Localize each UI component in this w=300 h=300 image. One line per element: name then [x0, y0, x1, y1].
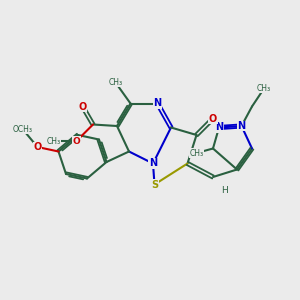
- Text: H: H: [222, 186, 228, 195]
- Text: O: O: [33, 142, 42, 152]
- Text: N: N: [237, 121, 246, 131]
- Text: CH₃: CH₃: [189, 148, 204, 158]
- Text: CH₃: CH₃: [47, 136, 61, 146]
- Text: N: N: [215, 122, 223, 133]
- Text: O: O: [73, 136, 80, 146]
- Text: CH₃: CH₃: [108, 78, 123, 87]
- Text: O: O: [78, 101, 87, 112]
- Text: S: S: [151, 179, 158, 190]
- Text: CH₃: CH₃: [257, 84, 271, 93]
- Text: OCH₃: OCH₃: [13, 124, 32, 134]
- Text: N: N: [153, 98, 162, 109]
- Text: N: N: [149, 158, 157, 169]
- Text: O: O: [209, 113, 217, 124]
